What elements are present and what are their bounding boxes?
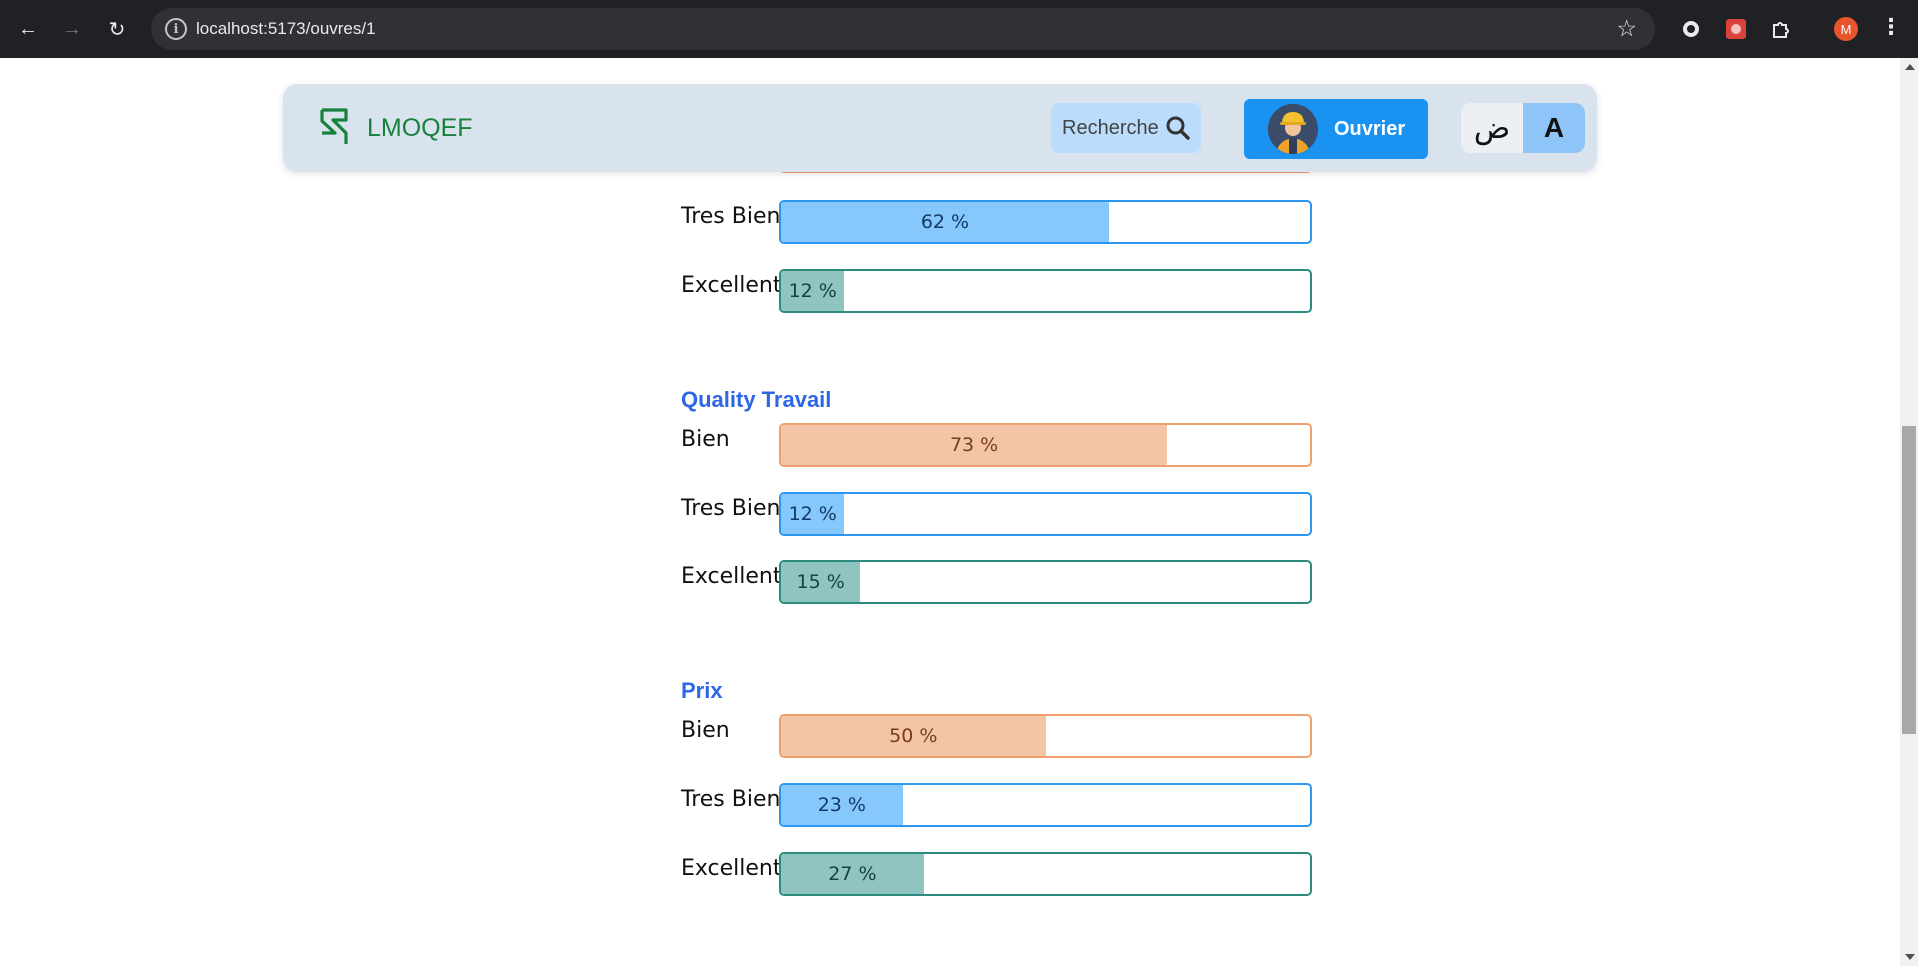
label-prix-bien: Bien [681, 718, 730, 743]
rating-fill: 12 % [781, 494, 845, 534]
scroll-thumb[interactable] [1902, 426, 1916, 734]
extensions-puzzle-icon[interactable] [1766, 14, 1796, 44]
page-scrollbar[interactable] [1900, 58, 1918, 966]
rating-fill: 62 % [781, 202, 1109, 242]
address-bar[interactable]: i localhost:5173/ouvres/1 ☆ [151, 8, 1655, 50]
search-icon [1166, 116, 1190, 140]
browser-menu-icon[interactable]: ⋮ [1880, 14, 1902, 39]
bookmark-star-icon[interactable]: ☆ [1616, 15, 1637, 41]
reload-icon[interactable]: ↻ [108, 18, 126, 41]
search-label: Recherche [1062, 116, 1159, 139]
ouvrier-label: Ouvrier [1334, 118, 1406, 140]
section-title-prix: Prix [681, 678, 723, 703]
rating-fill: 15 % [781, 562, 861, 602]
url-text: localhost:5173/ouvres/1 [196, 19, 376, 38]
rating-bar-prix-excellent: 27 % [779, 852, 1312, 896]
rating-fill: 73 % [781, 425, 1168, 465]
label-quality-bien: Bien [681, 427, 730, 452]
brand-logo-icon[interactable] [319, 106, 351, 148]
rating-fill: 23 % [781, 785, 903, 825]
page-content: Tres Bien 62 % Excellent 12 % Quality Tr… [0, 58, 1900, 966]
site-info-icon[interactable]: i [165, 18, 187, 40]
search-button[interactable]: Recherche [1051, 103, 1201, 153]
lang-latin-button[interactable]: A [1523, 103, 1585, 153]
back-arrow-icon[interactable]: ← [18, 17, 38, 40]
ouvrier-profile-button[interactable]: Ouvrier [1244, 99, 1428, 159]
browser-toolbar: ← → ↻ i localhost:5173/ouvres/1 ☆ M ⋮ [0, 0, 1918, 58]
label-prev-tres-bien: Tres Bien [681, 204, 781, 229]
label-prix-tres-bien: Tres Bien [681, 787, 781, 812]
rating-bar-prev-excellent: 12 % [779, 269, 1312, 313]
rating-bar-quality-tres-bien: 12 % [779, 492, 1312, 536]
worker-avatar-icon [1268, 104, 1318, 154]
app-navbar: LMOQEF Recherche Ouvrier ض A [283, 84, 1597, 172]
label-prev-excellent: Excellent [681, 273, 782, 298]
brand-name[interactable]: LMOQEF [367, 114, 473, 142]
scroll-up-arrow-icon[interactable] [1905, 64, 1915, 70]
rating-bar-quality-bien: 73 % [779, 423, 1312, 467]
rating-bar-quality-excellent: 15 % [779, 560, 1312, 604]
rating-bar-prix-tres-bien: 23 % [779, 783, 1312, 827]
rating-bar-prix-bien: 50 % [779, 714, 1312, 758]
label-quality-excellent: Excellent [681, 564, 782, 589]
forward-arrow-icon[interactable]: → [62, 17, 82, 40]
rating-fill: 27 % [781, 854, 924, 894]
rating-bar-prev-tres-bien: 62 % [779, 200, 1312, 244]
label-quality-tres-bien: Tres Bien [681, 496, 781, 521]
label-prix-excellent: Excellent [681, 856, 782, 881]
rating-fill: 12 % [781, 271, 845, 311]
profile-avatar[interactable]: M [1834, 17, 1858, 41]
extension-icon[interactable] [1676, 14, 1706, 44]
language-switcher: ض A [1461, 103, 1585, 153]
extension-bug-icon[interactable] [1721, 14, 1751, 44]
section-title-quality: Quality Travail [681, 387, 832, 412]
scroll-down-arrow-icon[interactable] [1905, 954, 1915, 960]
lang-arabic-button[interactable]: ض [1461, 103, 1523, 153]
rating-fill: 50 % [781, 716, 1046, 756]
